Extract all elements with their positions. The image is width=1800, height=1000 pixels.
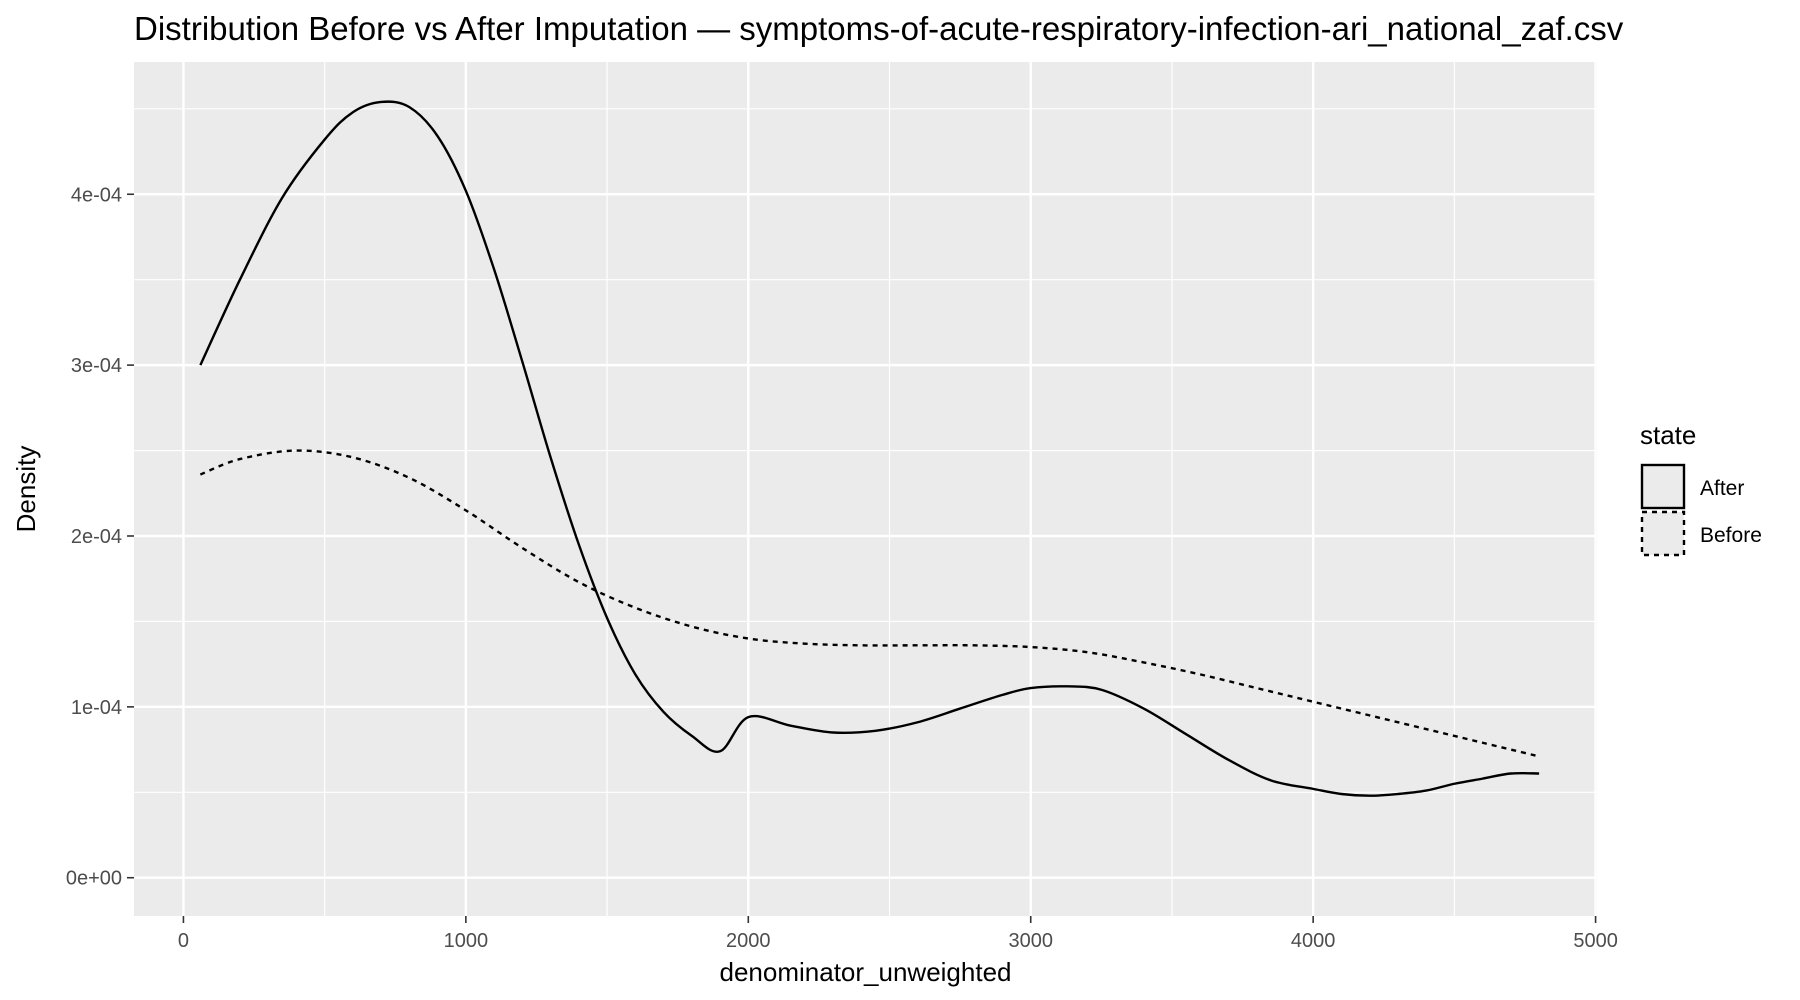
y-tick-label: 2e-04 [71, 526, 122, 548]
y-tick-label: 4e-04 [71, 184, 122, 206]
y-axis-title: Density [11, 446, 41, 533]
y-tick-label: 0e+00 [66, 868, 122, 890]
series-line-after [199, 100, 1540, 797]
x-tick-label: 5000 [1573, 930, 1618, 952]
y-tick-label: 3e-04 [71, 355, 122, 377]
legend-key-after [1640, 463, 1686, 510]
x-tick-label: 1000 [444, 930, 489, 952]
y-tick-label: 1e-04 [71, 697, 122, 719]
series-layer [199, 100, 1540, 797]
chart-title: Distribution Before vs After Imputation … [134, 10, 1624, 47]
x-axis-title: denominator_unweighted [720, 957, 1012, 987]
x-tick-label: 0 [178, 930, 189, 952]
x-tick-label: 4000 [1291, 930, 1336, 952]
axis-layer: 0 1000 2000 3000 4000 5000 0e+00 1e-04 2e-04 3e-0… [66, 184, 1618, 952]
minor-gridlines [134, 62, 1597, 916]
legend-title: state [1640, 420, 1696, 450]
plot-panel [134, 62, 1597, 916]
legend-key-before [1640, 510, 1686, 557]
legend: state After Before [1640, 420, 1762, 557]
legend-label-before: Before [1700, 524, 1762, 547]
x-tick-label: 2000 [726, 930, 771, 952]
legend-label-after: After [1700, 477, 1744, 500]
x-tick-label: 3000 [1008, 930, 1053, 952]
major-gridlines [134, 62, 1597, 916]
